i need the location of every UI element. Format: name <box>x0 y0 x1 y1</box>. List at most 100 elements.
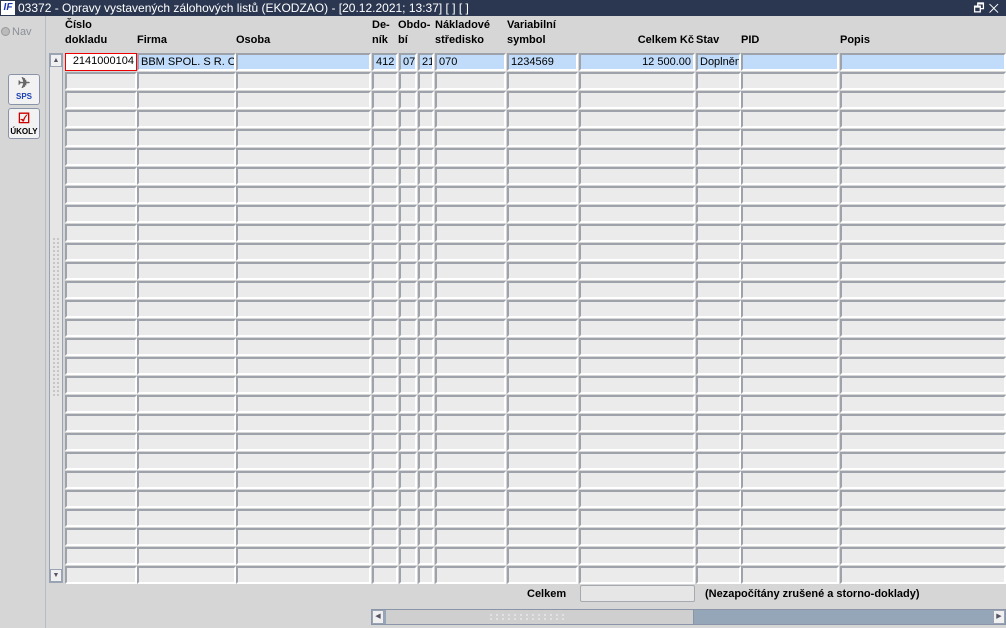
cell-stredisko[interactable] <box>435 319 506 337</box>
scroll-grip[interactable] <box>52 237 60 397</box>
cell-celkem[interactable] <box>579 243 695 261</box>
cell-celkem[interactable] <box>579 566 695 584</box>
cell-popis[interactable] <box>840 129 1006 147</box>
cell-cislo[interactable] <box>65 167 137 185</box>
cell-firma[interactable] <box>137 566 236 584</box>
cell-obdobi[interactable] <box>399 471 417 489</box>
cell-celkem[interactable] <box>579 471 695 489</box>
cell-obdobi2[interactable] <box>418 376 434 394</box>
cell-vs[interactable] <box>507 490 578 508</box>
cell-firma[interactable] <box>137 528 236 546</box>
cell-obdobi[interactable] <box>399 357 417 375</box>
cell-pid[interactable] <box>741 53 839 71</box>
cell-stav[interactable]: Doplněn <box>696 53 741 71</box>
cell-popis[interactable] <box>840 224 1006 242</box>
cell-vs[interactable] <box>507 300 578 318</box>
cell-celkem[interactable] <box>579 281 695 299</box>
cell-obdobi2[interactable] <box>418 490 434 508</box>
cell-osoba[interactable] <box>236 53 371 71</box>
cell-firma[interactable] <box>137 148 236 166</box>
cell-popis[interactable] <box>840 395 1006 413</box>
nav-toggle[interactable]: Nav <box>1 26 32 38</box>
cell-vs[interactable] <box>507 452 578 470</box>
cell-cislo[interactable] <box>65 509 137 527</box>
cell-stredisko[interactable] <box>435 300 506 318</box>
cell-stav[interactable] <box>696 490 741 508</box>
cell-stav[interactable] <box>696 528 741 546</box>
cell-cislo[interactable] <box>65 528 137 546</box>
cell-popis[interactable] <box>840 300 1006 318</box>
cell-pid[interactable] <box>741 243 839 261</box>
cell-pid[interactable] <box>741 395 839 413</box>
cell-pid[interactable] <box>741 186 839 204</box>
cell-popis[interactable] <box>840 471 1006 489</box>
scroll-left-icon[interactable]: ◀ <box>372 610 384 624</box>
cell-vs[interactable] <box>507 91 578 109</box>
cell-celkem[interactable] <box>579 129 695 147</box>
cell-firma[interactable] <box>137 414 236 432</box>
cell-osoba[interactable] <box>236 452 371 470</box>
cell-firma[interactable] <box>137 547 236 565</box>
cell-cislo[interactable] <box>65 357 137 375</box>
cell-cislo[interactable] <box>65 566 137 584</box>
cell-cislo[interactable] <box>65 205 137 223</box>
cell-obdobi2[interactable] <box>418 528 434 546</box>
cell-stredisko[interactable] <box>435 509 506 527</box>
cell-popis[interactable] <box>840 566 1006 584</box>
cell-popis[interactable] <box>840 509 1006 527</box>
cell-denik[interactable] <box>372 471 398 489</box>
cell-denik[interactable] <box>372 395 398 413</box>
cell-cislo[interactable] <box>65 319 137 337</box>
cell-stav[interactable] <box>696 167 741 185</box>
cell-stredisko[interactable] <box>435 528 506 546</box>
vertical-scrollbar[interactable]: ▲ ▼ <box>49 53 63 583</box>
cell-obdobi2[interactable] <box>418 148 434 166</box>
sps-button[interactable]: ✈ SPS <box>8 74 40 105</box>
cell-pid[interactable] <box>741 319 839 337</box>
cell-osoba[interactable] <box>236 414 371 432</box>
cell-firma[interactable] <box>137 91 236 109</box>
cell-firma[interactable] <box>137 357 236 375</box>
scroll-up-icon[interactable]: ▲ <box>50 54 62 67</box>
ukoly-button[interactable]: ☑ ÚKOLY <box>8 108 40 139</box>
cell-celkem[interactable] <box>579 205 695 223</box>
cell-stav[interactable] <box>696 262 741 280</box>
cell-obdobi[interactable] <box>399 91 417 109</box>
cell-osoba[interactable] <box>236 262 371 280</box>
cell-osoba[interactable] <box>236 224 371 242</box>
cell-stav[interactable] <box>696 319 741 337</box>
cell-obdobi[interactable] <box>399 338 417 356</box>
scroll-thumb[interactable] <box>386 610 694 624</box>
cell-firma[interactable] <box>137 167 236 185</box>
cell-denik[interactable] <box>372 319 398 337</box>
cell-pid[interactable] <box>741 72 839 90</box>
cell-celkem[interactable] <box>579 167 695 185</box>
cell-vs[interactable] <box>507 72 578 90</box>
cell-popis[interactable] <box>840 148 1006 166</box>
cell-osoba[interactable] <box>236 129 371 147</box>
cell-vs[interactable] <box>507 414 578 432</box>
cell-firma[interactable] <box>137 300 236 318</box>
cell-osoba[interactable] <box>236 547 371 565</box>
cell-cislo[interactable] <box>65 262 137 280</box>
cell-firma[interactable] <box>137 224 236 242</box>
cell-osoba[interactable] <box>236 205 371 223</box>
cell-denik[interactable] <box>372 433 398 451</box>
cell-popis[interactable] <box>840 452 1006 470</box>
cell-celkem[interactable] <box>579 528 695 546</box>
cell-firma[interactable] <box>137 281 236 299</box>
cell-vs[interactable] <box>507 167 578 185</box>
cell-stredisko[interactable] <box>435 148 506 166</box>
cell-celkem[interactable] <box>579 433 695 451</box>
cell-stredisko[interactable] <box>435 395 506 413</box>
horizontal-scrollbar[interactable]: ◀ ▶ <box>371 609 1006 625</box>
cell-osoba[interactable] <box>236 300 371 318</box>
cell-vs[interactable] <box>507 262 578 280</box>
cell-stav[interactable] <box>696 566 741 584</box>
cell-cislo[interactable] <box>65 395 137 413</box>
cell-pid[interactable] <box>741 433 839 451</box>
cell-osoba[interactable] <box>236 72 371 90</box>
cell-stav[interactable] <box>696 433 741 451</box>
cell-stav[interactable] <box>696 148 741 166</box>
cell-cislo[interactable] <box>65 281 137 299</box>
